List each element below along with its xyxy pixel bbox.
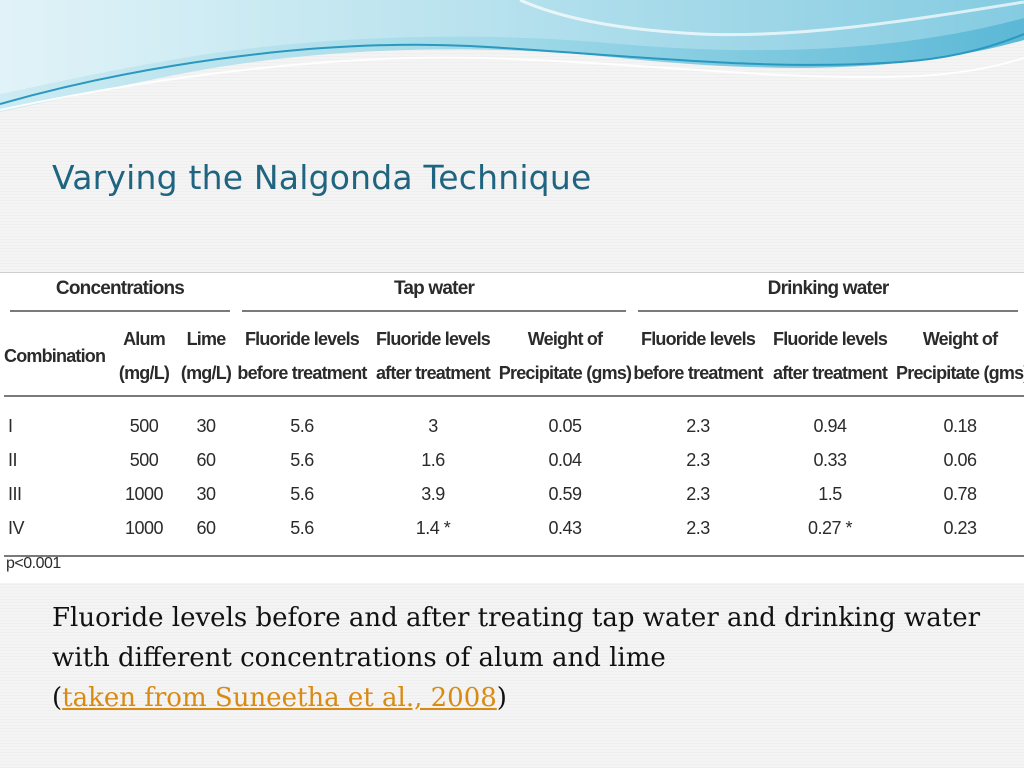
table-cell: 500 [129, 449, 159, 470]
table-cell: 500 [129, 415, 159, 436]
table-cell: 0.04 [548, 449, 582, 470]
group-header-drinking-water: Drinking water [632, 273, 1024, 317]
table-cell: I [8, 415, 13, 436]
table-cell: 1.4 * [368, 511, 498, 557]
results-table-panel: Concentrations Tap water Drinking water … [0, 272, 1024, 583]
table-cell: 2.3 [632, 511, 765, 557]
table-cell: 2.3 [686, 483, 710, 504]
group-header-concentrations: Concentrations [4, 273, 236, 317]
table-cell: 0.05 [548, 415, 582, 436]
table-cell: 60 [196, 449, 216, 470]
table-row: III 1000 30 5.6 3.9 0.59 2.3 1.5 0.78 [4, 477, 1024, 511]
table-cell: 1.5 [818, 483, 842, 504]
column-header: Lime (mg/L) [176, 317, 236, 397]
table-cell: 0.27 * [764, 511, 897, 557]
table-cell: 0.23 [896, 511, 1024, 557]
table-cell: 0.59 [548, 483, 582, 504]
table-cell: 30 [196, 483, 216, 504]
table-cell: III [8, 483, 22, 504]
slide-caption: Fluoride levels before and after treatin… [52, 598, 992, 718]
group-header-tap-water: Tap water [236, 273, 632, 317]
table-cell: 60 [176, 511, 236, 557]
caption-open-paren: ( [52, 683, 63, 713]
column-header: Weight of Precipitate (gms) [896, 317, 1024, 397]
table-cell: II [8, 449, 18, 470]
table-cell: 0.33 [813, 449, 848, 470]
table-row: II 500 60 5.6 1.6 0.04 2.3 0.33 0.06 [4, 443, 1024, 477]
column-header: Combination [4, 317, 112, 397]
table-cell: 3.9 [421, 483, 445, 504]
table-cell: 2.3 [686, 415, 710, 436]
column-header: Weight of Precipitate (gms) [498, 317, 633, 397]
table-cell: 0.78 [943, 483, 978, 504]
table-cell: 5.6 [236, 511, 368, 557]
source-citation-link[interactable]: taken from Suneetha et al., 2008 [62, 683, 497, 713]
table-cell: 5.6 [290, 449, 314, 470]
table-row: IV 1000 60 5.6 1.4 * 0.43 2.3 0.27 * 0.2… [4, 511, 1024, 557]
column-header: Fluoride levels before treatment [236, 317, 368, 397]
header-wave-decoration [0, 0, 1024, 112]
column-header: Alum (mg/L) [112, 317, 176, 397]
table-cell: 3 [428, 415, 438, 436]
column-header: Fluoride levels after treatment [764, 317, 897, 397]
table-cell: 0.18 [943, 415, 978, 436]
column-header: Fluoride levels before treatment [632, 317, 765, 397]
caption-close-paren: ) [496, 683, 507, 713]
column-header: Fluoride levels after treatment [368, 317, 498, 397]
table-cell: 5.6 [290, 483, 314, 504]
table-cell: 30 [196, 415, 216, 436]
table-cell: IV [4, 511, 112, 557]
table-cell: 1000 [124, 483, 164, 504]
table-cell: 5.6 [290, 415, 314, 436]
slide-title: Varying the Nalgonda Technique [52, 158, 592, 197]
table-row: I 500 30 5.6 3 0.05 2.3 0.94 0.18 [4, 396, 1024, 443]
results-table: Concentrations Tap water Drinking water … [4, 273, 1024, 557]
table-cell: 0.43 [498, 511, 633, 557]
table-cell: 0.06 [943, 449, 978, 470]
caption-text: Fluoride levels before and after treatin… [52, 603, 981, 673]
table-footnote: p<0.001 [6, 555, 61, 572]
table-cell: 2.3 [686, 449, 710, 470]
table-cell: 1000 [112, 511, 176, 557]
table-cell: 0.94 [813, 415, 848, 436]
table-cell: 1.6 [421, 449, 445, 470]
